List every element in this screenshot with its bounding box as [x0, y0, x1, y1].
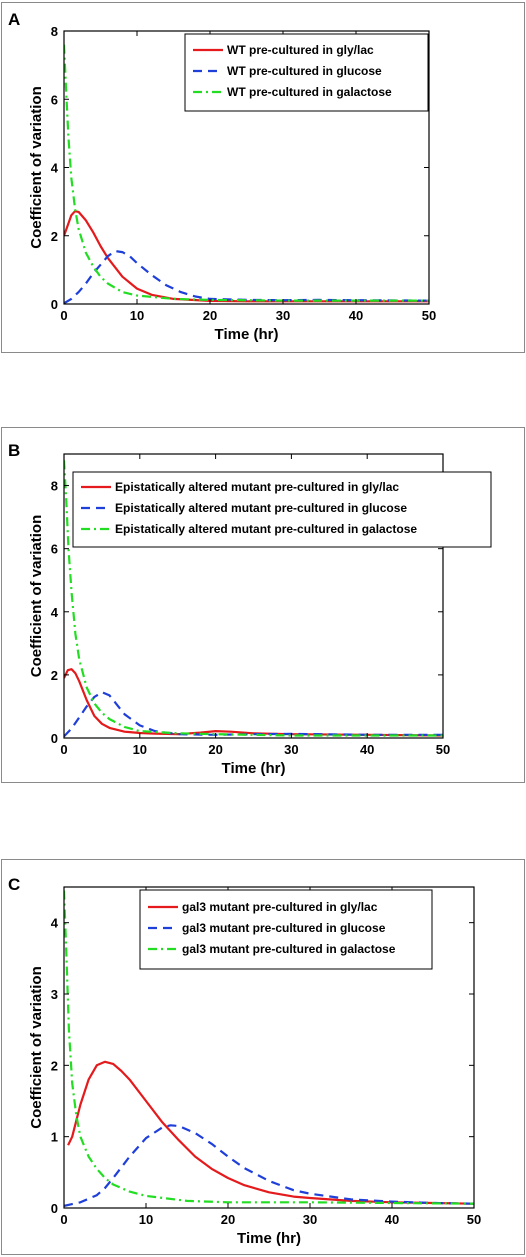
y-tick-label: 4	[51, 916, 59, 931]
series-line-2	[64, 250, 429, 304]
y-tick-label: 0	[51, 731, 58, 746]
x-tick-label: 50	[467, 1212, 481, 1227]
x-tick-label: 50	[422, 308, 436, 323]
y-tick-label: 6	[51, 92, 58, 107]
axes-box	[63, 453, 444, 739]
x-tick-label: 20	[203, 308, 217, 323]
x-axis-label: Time (hr)	[222, 760, 286, 777]
legend-box	[72, 471, 492, 548]
x-tick-label: 10	[139, 1212, 153, 1227]
y-tick-label: 2	[51, 229, 58, 244]
legend-entry-1: gal3 mutant pre-cultured in gly/lac	[182, 900, 378, 914]
panel-frame	[1, 427, 525, 783]
x-tick-label: 40	[385, 1212, 399, 1227]
chart-panel-b: B 0 10 20 30 40 50 0 2 4 6 8 Time (hr) Coefficient of…	[1, 427, 525, 783]
legend: gal3 mutant pre-cultured in gly/lac gal3 …	[139, 889, 433, 970]
x-axis-label: Time (hr)	[215, 326, 279, 343]
series-line-1	[67, 1060, 474, 1205]
x-tick-label: 50	[436, 742, 450, 757]
panel-label: C	[8, 875, 20, 894]
panel-frame	[1, 2, 525, 353]
y-tick-label: 2	[51, 1058, 58, 1073]
x-tick-label: 40	[349, 308, 363, 323]
series-line-3	[64, 460, 443, 737]
axes-box	[63, 886, 475, 1209]
x-tick-label: 30	[284, 742, 298, 757]
y-tick-label: 0	[51, 297, 58, 312]
y-tick-label: 2	[51, 668, 58, 683]
y-tick-label: 8	[51, 479, 58, 494]
x-tick-label: 0	[60, 1212, 67, 1227]
x-tick-label: 30	[276, 308, 290, 323]
legend-entry-3: WT pre-cultured in galactose	[227, 85, 392, 99]
y-axis-label: Coefficient of variation	[28, 515, 45, 678]
legend-entry-3: Epistatically altered mutant pre-culture…	[115, 522, 417, 536]
y-tick-label: 8	[51, 24, 58, 39]
legend-entry-1: WT pre-cultured in gly/lac	[227, 43, 374, 57]
x-tick-label: 10	[130, 308, 144, 323]
legend-entry-2: Epistatically altered mutant pre-culture…	[115, 501, 407, 515]
legend-entry-3: gal3 mutant pre-cultured in galactose	[182, 942, 396, 956]
y-tick-label: 0	[51, 1201, 58, 1216]
series-line-2	[64, 691, 443, 738]
x-tick-label: 10	[133, 742, 147, 757]
y-tick-label: 1	[51, 1130, 58, 1145]
y-axis-label: Coefficient of variation	[28, 86, 45, 249]
x-tick-label: 30	[303, 1212, 317, 1227]
chart-panel-a: A 0 10 20 30 40 50 0 2 4 6 8 Time (hr) Coefficient of…	[1, 2, 525, 353]
x-tick-label: 0	[60, 308, 67, 323]
y-tick-label: 4	[51, 605, 59, 620]
legend-box	[184, 33, 429, 112]
x-tick-label: 20	[208, 742, 222, 757]
y-tick-label: 6	[51, 542, 58, 557]
panel-label: A	[8, 10, 20, 29]
y-axis-label: Coefficient of variation	[28, 966, 45, 1129]
legend: Epistatically altered mutant pre-culture…	[72, 471, 492, 548]
series-line-2	[64, 1124, 474, 1207]
legend-entry-2: WT pre-cultured in glucose	[227, 64, 382, 78]
legend-box	[139, 889, 433, 970]
x-tick-label: 0	[60, 742, 67, 757]
series-line-3	[64, 890, 474, 1205]
x-axis-label: Time (hr)	[237, 1230, 301, 1247]
y-tick-label: 3	[51, 987, 58, 1002]
y-tick-label: 4	[51, 161, 59, 176]
panel-label: B	[8, 441, 20, 460]
legend-entry-2: gal3 mutant pre-cultured in glucose	[182, 921, 386, 935]
legend-entry-1: Epistatically altered mutant pre-culture…	[115, 480, 399, 494]
series-line-1	[64, 668, 443, 737]
chart-panel-c: C 0 10 20 30 40 50 0 1 2 3 4 Time (hr) Coefficient of…	[1, 859, 525, 1255]
panel-frame	[1, 859, 525, 1255]
x-tick-label: 20	[221, 1212, 235, 1227]
series-line-1	[64, 210, 429, 303]
series-line-3	[64, 44, 429, 302]
legend: WT pre-cultured in gly/lac WT pre-culture…	[184, 33, 429, 112]
x-tick-label: 40	[360, 742, 374, 757]
